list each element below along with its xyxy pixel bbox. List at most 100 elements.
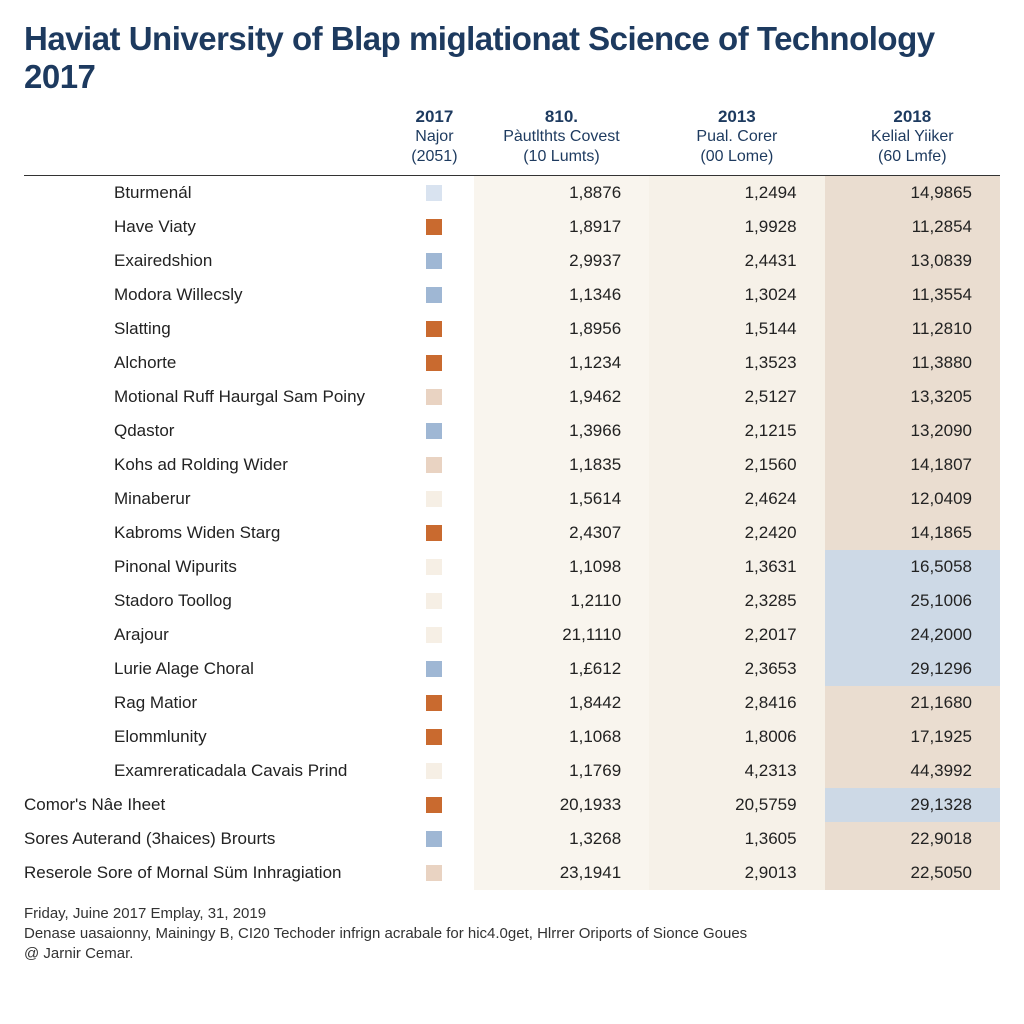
cell-value: 2,1215	[649, 414, 824, 448]
row-label: Stadoro Toollog	[24, 584, 395, 618]
row-chip-cell	[395, 210, 474, 244]
row-chip-cell	[395, 686, 474, 720]
cell-value: 1,1835	[474, 448, 649, 482]
data-table: 2017 Najor (2051) 810. Pàutlthts Covest …	[24, 102, 1000, 890]
cell-value: 29,1328	[825, 788, 1000, 822]
cell-value: 1,1346	[474, 278, 649, 312]
row-chip-cell	[395, 482, 474, 516]
color-chip-icon	[426, 661, 442, 677]
cell-value: 1,£612	[474, 652, 649, 686]
row-chip-cell	[395, 652, 474, 686]
cell-value: 23,1941	[474, 856, 649, 890]
table-header-row: 2017 Najor (2051) 810. Pàutlthts Covest …	[24, 102, 1000, 176]
cell-value: 17,1925	[825, 720, 1000, 754]
row-chip-cell	[395, 822, 474, 856]
cell-value: 2,9937	[474, 244, 649, 278]
row-label: Alchorte	[24, 346, 395, 380]
row-label: Comor's Nâe Iheet	[24, 788, 395, 822]
page-title: Haviat University of Blap miglationat Sc…	[24, 20, 1000, 96]
cell-value: 11,2854	[825, 210, 1000, 244]
table-row: Qdastor1,39662,121513,2090	[24, 414, 1000, 448]
row-label: Pinonal Wipurits	[24, 550, 395, 584]
cell-value: 1,1098	[474, 550, 649, 584]
row-label: Examreraticadala Cavais Prind	[24, 754, 395, 788]
row-chip-cell	[395, 720, 474, 754]
cell-value: 44,3992	[825, 754, 1000, 788]
row-chip-cell	[395, 754, 474, 788]
cell-value: 1,9928	[649, 210, 824, 244]
cell-value: 2,2017	[649, 618, 824, 652]
color-chip-icon	[426, 491, 442, 507]
color-chip-icon	[426, 321, 442, 337]
table-row: Sores Auterand (3haices) Brourts 1,32681,…	[24, 822, 1000, 856]
table-row: Pinonal Wipurits1,10981,363116,5058	[24, 550, 1000, 584]
cell-value: 2,5127	[649, 380, 824, 414]
color-chip-icon	[426, 525, 442, 541]
footer-line-3: @ Jarnir Cemar.	[24, 944, 1000, 964]
row-label: Modora Willecsly	[24, 278, 395, 312]
cell-value: 1,8917	[474, 210, 649, 244]
cell-value: 1,9462	[474, 380, 649, 414]
footer-line-2: Denase uasaionny, Mainingy B, CI20 Techo…	[24, 924, 1000, 944]
table-row: Bturmenál1,88761,249414,9865	[24, 176, 1000, 210]
row-chip-cell	[395, 550, 474, 584]
cell-value: 12,0409	[825, 482, 1000, 516]
cell-value: 14,1865	[825, 516, 1000, 550]
table-row: Elommlunity1,10681,800617,1925	[24, 720, 1000, 754]
row-chip-cell	[395, 312, 474, 346]
footer: Friday, Juine 2017 Emplay, 31, 2019 Dena…	[24, 904, 1000, 965]
col-header-3: 2013 Pual. Corer (00 Lome)	[649, 102, 824, 176]
row-label: Sores Auterand (3haices) Brourts	[24, 822, 395, 856]
row-label: Lurie Alage Choral	[24, 652, 395, 686]
row-label: Kohs ad Rolding Wider	[24, 448, 395, 482]
cell-value: 1,3631	[649, 550, 824, 584]
row-label: Kabroms Widen Starg	[24, 516, 395, 550]
color-chip-icon	[426, 695, 442, 711]
cell-value: 2,1560	[649, 448, 824, 482]
row-label: Have Viaty	[24, 210, 395, 244]
cell-value: 1,8956	[474, 312, 649, 346]
cell-value: 1,5144	[649, 312, 824, 346]
footer-line-1: Friday, Juine 2017 Emplay, 31, 2019	[24, 904, 1000, 924]
cell-value: 2,4307	[474, 516, 649, 550]
color-chip-icon	[426, 593, 442, 609]
row-label: Exairedshion	[24, 244, 395, 278]
color-chip-icon	[426, 423, 442, 439]
cell-value: 1,3268	[474, 822, 649, 856]
cell-value: 21,1110	[474, 618, 649, 652]
table-row: Comor's Nâe Iheet20,193320,575929,1328	[24, 788, 1000, 822]
row-chip-cell	[395, 346, 474, 380]
color-chip-icon	[426, 831, 442, 847]
row-label: Minaberur	[24, 482, 395, 516]
cell-value: 2,2420	[649, 516, 824, 550]
cell-value: 1,2110	[474, 584, 649, 618]
color-chip-icon	[426, 763, 442, 779]
cell-value: 1,5614	[474, 482, 649, 516]
row-chip-cell	[395, 788, 474, 822]
col-header-4: 2018 Kelial Yiiker (60 Lmfe)	[825, 102, 1000, 176]
col-header-1: 2017 Najor (2051)	[395, 102, 474, 176]
cell-value: 1,2494	[649, 176, 824, 210]
cell-value: 2,4624	[649, 482, 824, 516]
cell-value: 2,9013	[649, 856, 824, 890]
cell-value: 1,3605	[649, 822, 824, 856]
cell-value: 13,3205	[825, 380, 1000, 414]
cell-value: 14,1807	[825, 448, 1000, 482]
color-chip-icon	[426, 185, 442, 201]
cell-value: 25,1006	[825, 584, 1000, 618]
table-row: Minaberur 1,56142,462412,0409	[24, 482, 1000, 516]
cell-value: 13,0839	[825, 244, 1000, 278]
row-label: Slatting	[24, 312, 395, 346]
cell-value: 20,1933	[474, 788, 649, 822]
table-row: Modora Willecsly1,13461,302411,3554	[24, 278, 1000, 312]
table-row: Exairedshion2,99372,443113,0839	[24, 244, 1000, 278]
cell-value: 13,2090	[825, 414, 1000, 448]
cell-value: 22,9018	[825, 822, 1000, 856]
row-label: Reserole Sore of Mornal Süm Inhragiation	[24, 856, 395, 890]
table-row: Motional Ruff Haurgal Sam Poiny1,94622,5…	[24, 380, 1000, 414]
table-row: Have Viaty 1,89171,992811,2854	[24, 210, 1000, 244]
row-chip-cell	[395, 448, 474, 482]
cell-value: 21,1680	[825, 686, 1000, 720]
table-row: Slatting1,89561,514411,2810	[24, 312, 1000, 346]
row-label: Rag Matior	[24, 686, 395, 720]
